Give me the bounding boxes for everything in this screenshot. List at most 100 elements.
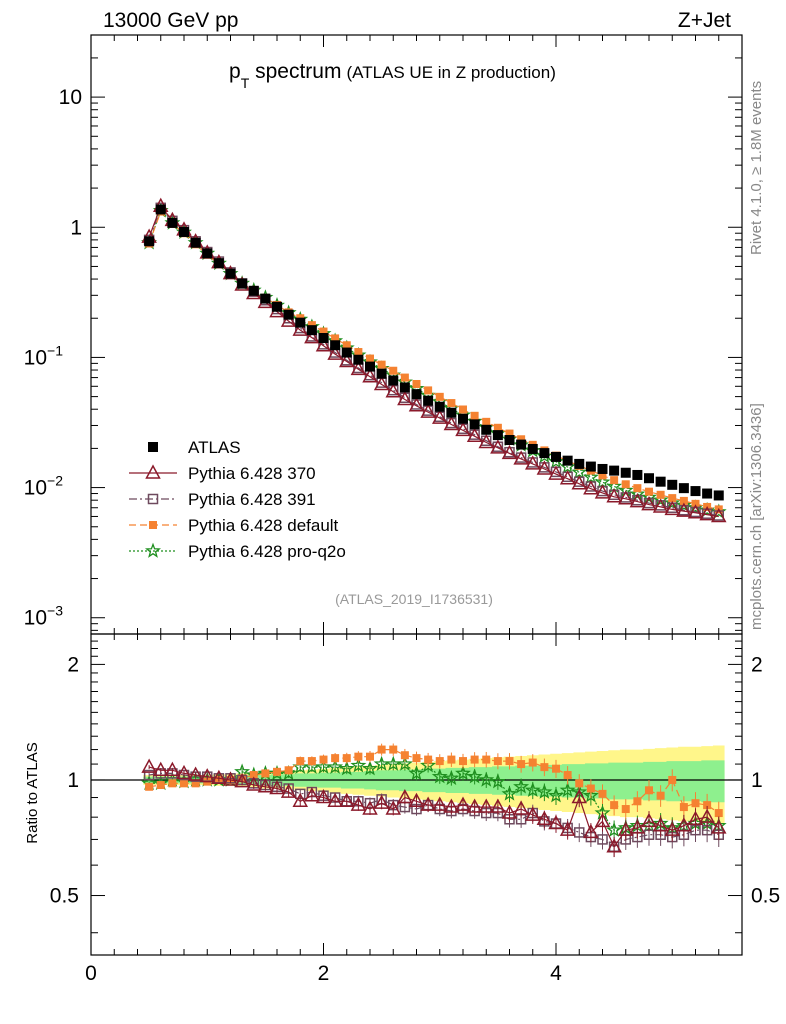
y-tick-label: 10−3 xyxy=(24,603,64,630)
point-atlas xyxy=(388,375,399,386)
point-atlas xyxy=(585,461,596,472)
ratio-point-p370 xyxy=(617,821,634,836)
ratio-point-pq2o xyxy=(350,757,367,773)
point-p370 xyxy=(443,415,460,431)
ratio-point-pdefault xyxy=(168,779,177,788)
point-atlas xyxy=(225,268,236,279)
ratio-point-p370 xyxy=(338,792,355,808)
ratio-point-pq2o xyxy=(466,768,483,784)
point-pdefault xyxy=(691,499,700,508)
ratio-point-pdefault xyxy=(668,775,677,784)
ratio-point-pq2o xyxy=(536,783,553,799)
point-atlas xyxy=(283,309,294,320)
point-atlas xyxy=(272,301,282,312)
ratio-point-p370 xyxy=(513,800,529,815)
ratio-point-pdefault xyxy=(482,755,491,764)
ratio-line-p391 xyxy=(149,772,720,848)
ratio-y-tick-label-right: 1 xyxy=(751,769,763,792)
point-pq2o xyxy=(582,468,599,485)
point-p370 xyxy=(490,439,506,454)
ratio-point-pdefault xyxy=(540,763,549,772)
point-pdefault xyxy=(645,487,653,496)
ratio-point-pdefault xyxy=(621,805,630,814)
ratio-point-p370 xyxy=(420,796,436,811)
point-atlas xyxy=(620,467,631,478)
ratio-point-pdefault xyxy=(645,786,653,795)
ratio-point-pq2o xyxy=(443,769,460,786)
ratio-point-pdefault xyxy=(366,752,374,761)
ratio-point-p370 xyxy=(187,766,204,781)
point-p370 xyxy=(676,502,692,517)
ratio-point-pdefault xyxy=(447,755,456,764)
point-atlas xyxy=(667,479,678,490)
rivet-label: Rivet 4.1.0, ≥ 1.8M events xyxy=(748,81,765,255)
ratio-point-p370 xyxy=(304,787,320,802)
ratio-y-tick-label-right: 0.5 xyxy=(751,885,780,908)
ratio-point-p370 xyxy=(211,769,227,785)
ratio-point-pdefault xyxy=(156,781,165,790)
ratio-point-pdefault xyxy=(517,760,526,769)
ratio-point-pdefault xyxy=(145,782,154,791)
point-atlas xyxy=(213,258,224,269)
ratio-point-p391 xyxy=(574,827,585,838)
point-atlas xyxy=(632,469,643,480)
point-atlas xyxy=(155,204,166,215)
point-p370 xyxy=(431,409,448,424)
ratio-point-pdefault xyxy=(459,757,467,766)
legend-label-p370: Pythia 6.428 370 xyxy=(188,464,316,483)
point-pdefault xyxy=(412,379,421,388)
ratio-point-pdefault xyxy=(552,764,560,773)
point-p370 xyxy=(710,507,727,523)
point-pq2o xyxy=(652,491,669,508)
point-p370 xyxy=(559,470,576,485)
legend-marker-pq2o xyxy=(145,542,161,558)
point-p370 xyxy=(524,455,541,470)
point-p370 xyxy=(583,480,599,495)
point-atlas xyxy=(144,236,155,247)
ratio-point-pq2o xyxy=(524,781,541,798)
point-pdefault xyxy=(354,348,363,357)
point-p370 xyxy=(397,390,413,406)
point-pdefault xyxy=(342,341,351,350)
ratio-point-pdefault xyxy=(249,771,258,780)
ratio-ylabel: Ratio to ATLAS xyxy=(24,742,41,843)
point-atlas xyxy=(713,490,724,501)
ratio-point-p370 xyxy=(443,798,460,813)
point-atlas xyxy=(306,325,317,336)
ratio-point-pdefault xyxy=(703,801,712,810)
ratio-point-pdefault xyxy=(633,797,642,806)
ratio-point-pdefault xyxy=(412,754,421,763)
ratio-point-p370 xyxy=(641,812,657,828)
ratio-point-pdefault xyxy=(180,779,188,788)
ratio-point-p370 xyxy=(501,804,518,819)
y-tick-label: 10 xyxy=(59,86,82,109)
ratio-point-p370 xyxy=(466,798,483,813)
ratio-point-pdefault xyxy=(261,769,270,778)
ratio-point-p370 xyxy=(141,758,157,773)
ratio-point-pq2o xyxy=(431,768,448,784)
point-p370 xyxy=(292,321,309,336)
ratio-point-p370 xyxy=(455,796,471,811)
ratio-point-pq2o xyxy=(408,765,425,781)
ratio-point-p370 xyxy=(373,794,390,809)
point-atlas xyxy=(399,382,410,393)
point-pdefault xyxy=(435,392,444,401)
ratio-y-tick-label: 2 xyxy=(67,653,79,676)
ratio-point-pdefault xyxy=(528,758,537,767)
point-p370 xyxy=(327,345,343,360)
point-atlas xyxy=(341,347,352,358)
ratio-point-p370 xyxy=(571,788,588,804)
point-p370 xyxy=(304,329,320,344)
ratio-point-pdefault xyxy=(563,771,572,780)
point-p370 xyxy=(501,444,518,460)
x-tick-label: 4 xyxy=(550,962,562,985)
point-p370 xyxy=(350,360,367,376)
point-atlas xyxy=(318,332,329,343)
ratio-point-pdefault xyxy=(575,779,584,788)
ratio-point-p370 xyxy=(629,819,646,834)
point-p370 xyxy=(420,403,436,418)
point-atlas xyxy=(376,368,387,379)
point-atlas xyxy=(609,465,620,476)
ratio-point-pq2o xyxy=(548,787,564,803)
